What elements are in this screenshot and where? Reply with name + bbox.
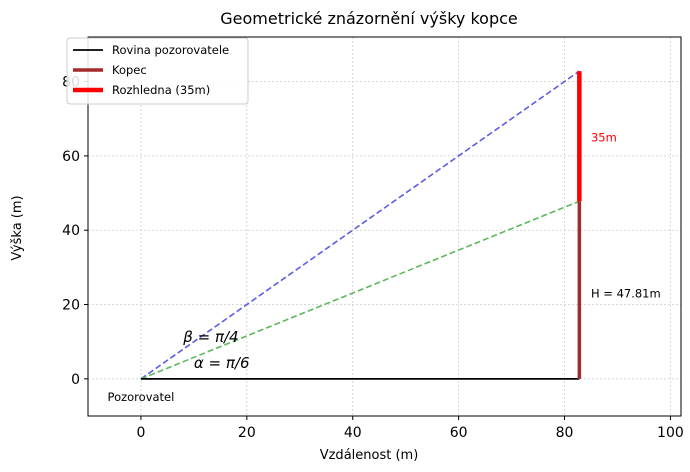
legend: Rovina pozorovatele Kopec Rozhledna (35m): [66, 37, 249, 105]
y-tick-label: 20: [62, 298, 80, 314]
x-tick-label: 80: [556, 425, 574, 441]
x-tick-label: 0: [136, 425, 145, 441]
axis-ticks: 020406080100020406080: [62, 75, 684, 441]
legend-label: Rovina pozorovatele: [112, 43, 229, 57]
x-tick-label: 100: [657, 425, 684, 441]
legend-label: Rozhledna (35m): [112, 83, 210, 97]
sight-line-alpha: [140, 200, 580, 380]
beta-angle-label: β = π/4: [182, 328, 238, 346]
alpha-angle-label: α = π/6: [194, 354, 250, 372]
tower-height-label: 35m: [591, 130, 617, 144]
x-tick-label: 40: [344, 425, 362, 441]
plot-series: [140, 70, 582, 380]
legend-box: [66, 37, 249, 105]
x-tick-label: 60: [450, 425, 468, 441]
observer-label: Pozorovatel: [108, 390, 175, 404]
y-tick-label: 40: [62, 223, 80, 239]
y-tick-label: 60: [62, 149, 80, 165]
x-axis-label: Vzdálenost (m): [320, 448, 419, 463]
sight-line-beta: [140, 70, 580, 380]
y-axis-label: Výška (m): [10, 195, 25, 260]
chart-title: Geometrické znázornění výšky kopce: [220, 9, 517, 28]
plot-frame: [87, 36, 682, 417]
y-tick-label: 0: [71, 372, 80, 388]
annotations: Pozorovatel 35m H = 47.81m β = π/4 α = π/6: [108, 130, 661, 404]
hill-height-label: H = 47.81m: [591, 286, 661, 300]
x-tick-label: 20: [238, 425, 256, 441]
legend-label: Kopec: [112, 63, 147, 77]
